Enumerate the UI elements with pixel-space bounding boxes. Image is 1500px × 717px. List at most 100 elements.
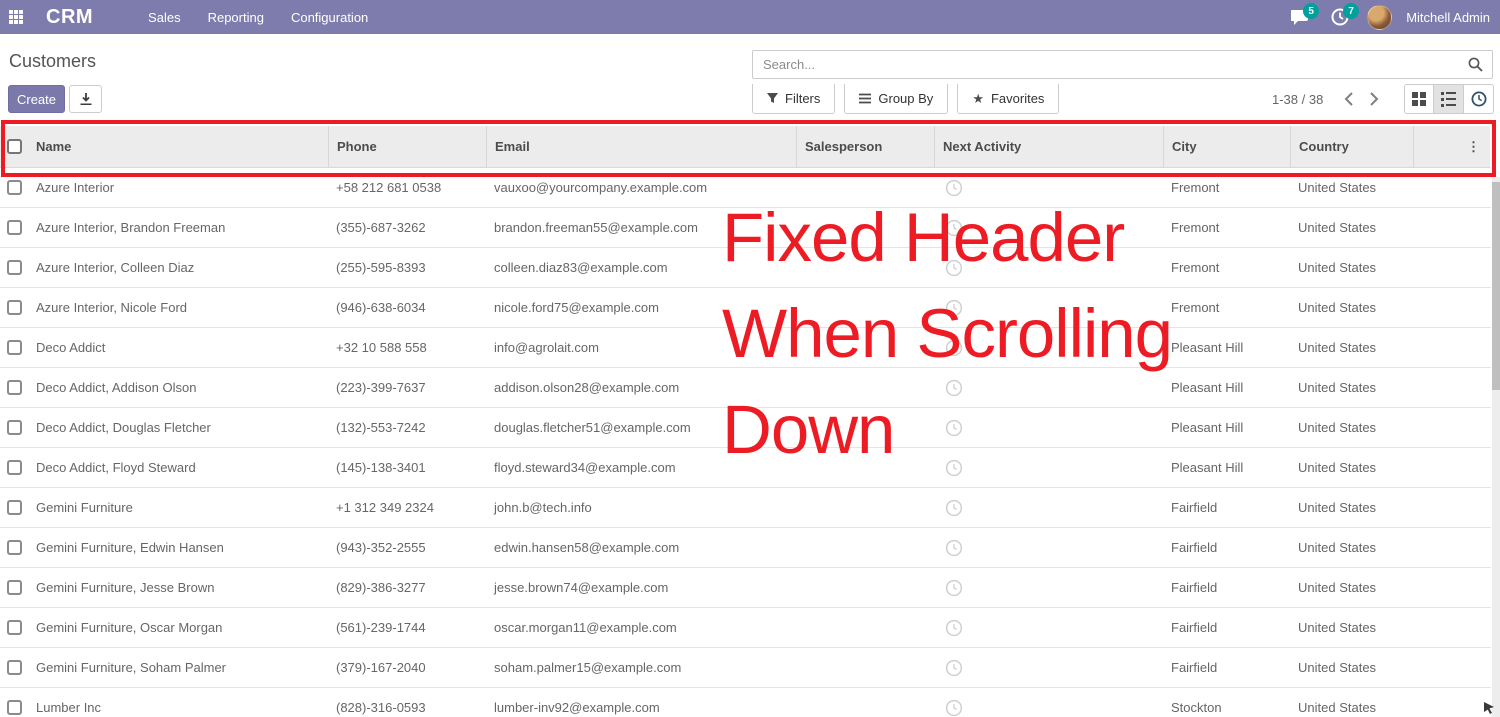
row-checkbox[interactable] — [0, 168, 28, 207]
table-row[interactable]: Gemini Furniture, Jesse Brown (829)-386-3… — [0, 568, 1491, 608]
cell-next-activity[interactable] — [934, 328, 1163, 367]
search-input[interactable] — [753, 57, 1468, 72]
column-header-name[interactable]: Name — [36, 139, 72, 154]
cell-next-activity[interactable] — [934, 368, 1163, 407]
menu-sales[interactable]: Sales — [148, 9, 181, 25]
table-row[interactable]: Gemini Furniture +1 312 349 2324 john.b@te… — [0, 488, 1491, 528]
column-header-city[interactable]: City — [1163, 126, 1290, 167]
hamburger-icon — [859, 93, 872, 104]
cell-next-activity[interactable] — [934, 288, 1163, 327]
row-checkbox[interactable] — [0, 248, 28, 287]
group-by-button[interactable]: Group By — [844, 84, 949, 114]
checkbox[interactable] — [6, 300, 22, 315]
checkbox[interactable] — [6, 260, 22, 275]
create-button[interactable]: Create — [8, 85, 65, 113]
activity-clock-icon — [945, 579, 963, 596]
cell-extra — [1413, 568, 1490, 607]
row-checkbox[interactable] — [0, 448, 28, 487]
checkbox[interactable] — [6, 620, 22, 635]
row-checkbox[interactable] — [0, 208, 28, 247]
checkbox[interactable] — [6, 180, 22, 195]
table-row[interactable]: Gemini Furniture, Oscar Morgan (561)-239-… — [0, 608, 1491, 648]
table-row[interactable]: Lumber Inc (828)-316-0593 lumber-inv92@exa… — [0, 688, 1491, 717]
row-checkbox[interactable] — [0, 568, 28, 607]
table-row[interactable]: Azure Interior, Brandon Freeman (355)-687… — [0, 208, 1491, 248]
pager-previous-button[interactable] — [1337, 87, 1359, 111]
activity-view-button[interactable] — [1464, 84, 1494, 114]
user-name[interactable]: Mitchell Admin — [1406, 9, 1490, 25]
optional-columns-icon[interactable]: ⋮ — [1413, 126, 1490, 167]
row-checkbox[interactable] — [0, 488, 28, 527]
checkbox[interactable] — [6, 420, 22, 435]
column-header-salesperson[interactable]: Salesperson — [796, 126, 934, 167]
table-row[interactable]: Azure Interior, Nicole Ford (946)-638-603… — [0, 288, 1491, 328]
cell-next-activity[interactable] — [934, 608, 1163, 647]
menu-configuration[interactable]: Configuration — [290, 9, 369, 25]
table-row[interactable]: Deco Addict, Addison Olson (223)-399-7637… — [0, 368, 1491, 408]
cell-extra — [1413, 488, 1490, 527]
pager-next-button[interactable] — [1363, 87, 1385, 111]
cell-next-activity[interactable] — [934, 168, 1163, 207]
select-all-checkbox[interactable] — [0, 126, 28, 167]
column-header-country[interactable]: Country — [1290, 126, 1413, 167]
cell-next-activity[interactable] — [934, 408, 1163, 447]
row-checkbox[interactable] — [0, 368, 28, 407]
apps-menu-icon[interactable] — [9, 9, 24, 25]
cell-next-activity[interactable] — [934, 248, 1163, 287]
table-row[interactable]: Deco Addict, Douglas Fletcher (132)-553-7… — [0, 408, 1491, 448]
menu-reporting[interactable]: Reporting — [207, 9, 264, 25]
filters-button[interactable]: Filters — [752, 84, 836, 114]
activity-clock-icon — [945, 499, 963, 516]
checkbox[interactable] — [6, 540, 22, 555]
checkbox[interactable] — [6, 220, 22, 235]
search-icon[interactable] — [1468, 57, 1483, 72]
checkbox[interactable] — [6, 380, 22, 395]
export-button[interactable] — [69, 85, 102, 113]
checkbox[interactable] — [6, 340, 22, 355]
kanban-view-button[interactable] — [1404, 84, 1434, 114]
row-checkbox[interactable] — [0, 608, 28, 647]
cell-next-activity[interactable] — [934, 208, 1163, 247]
favorites-button[interactable]: ★ Favorites — [957, 84, 1060, 114]
row-checkbox[interactable] — [0, 328, 28, 367]
row-checkbox[interactable] — [0, 688, 28, 717]
cell-next-activity[interactable] — [934, 448, 1163, 487]
table-row[interactable]: Azure Interior, Colleen Diaz (255)-595-83… — [0, 248, 1491, 288]
user-avatar[interactable] — [1367, 4, 1393, 30]
cell-next-activity[interactable] — [934, 648, 1163, 687]
column-header-email[interactable]: Email — [486, 126, 796, 167]
cell-email: douglas.fletcher51@example.com — [494, 420, 691, 435]
checkbox[interactable] — [6, 580, 22, 595]
row-checkbox[interactable] — [0, 528, 28, 567]
cell-name: Azure Interior, Nicole Ford — [36, 300, 188, 315]
checkbox[interactable] — [6, 660, 22, 675]
messages-button[interactable]: 5 — [1287, 3, 1320, 30]
cell-next-activity[interactable] — [934, 568, 1163, 607]
row-checkbox[interactable] — [0, 408, 28, 447]
scrollbar-track[interactable] — [1492, 177, 1500, 717]
activities-button[interactable]: 7 — [1327, 3, 1360, 30]
cell-next-activity[interactable] — [934, 528, 1163, 567]
column-header-next-activity[interactable]: Next Activity — [934, 126, 1163, 167]
activity-view-clock-icon — [1471, 91, 1486, 107]
checkbox[interactable] — [6, 460, 22, 475]
scrollbar-thumb[interactable] — [1492, 182, 1500, 390]
cell-next-activity[interactable] — [934, 488, 1163, 527]
cell-next-activity[interactable] — [934, 688, 1163, 717]
list-view-button[interactable] — [1434, 84, 1464, 114]
cell-city: Pleasant Hill — [1171, 420, 1244, 435]
column-header-phone[interactable]: Phone — [328, 126, 486, 167]
table-row[interactable]: Gemini Furniture, Soham Palmer (379)-167-… — [0, 648, 1491, 688]
checkbox[interactable] — [6, 500, 22, 515]
checkbox[interactable] — [6, 700, 22, 715]
table-row[interactable]: Deco Addict +32 10 588 558 info@agrolait.c… — [0, 328, 1491, 368]
row-checkbox[interactable] — [0, 648, 28, 687]
app-title[interactable]: CRM — [46, 5, 94, 28]
table-row[interactable]: Gemini Furniture, Edwin Hansen (943)-352-… — [0, 528, 1491, 568]
table-row[interactable]: Azure Interior +58 212 681 0538 vauxoo@you… — [0, 168, 1491, 208]
table-row[interactable]: Deco Addict, Floyd Steward (145)-138-3401… — [0, 448, 1491, 488]
download-icon — [80, 93, 91, 105]
row-checkbox[interactable] — [0, 288, 28, 327]
cell-name: Azure Interior, Brandon Freeman — [36, 220, 226, 235]
cell-city: Fremont — [1171, 180, 1220, 195]
